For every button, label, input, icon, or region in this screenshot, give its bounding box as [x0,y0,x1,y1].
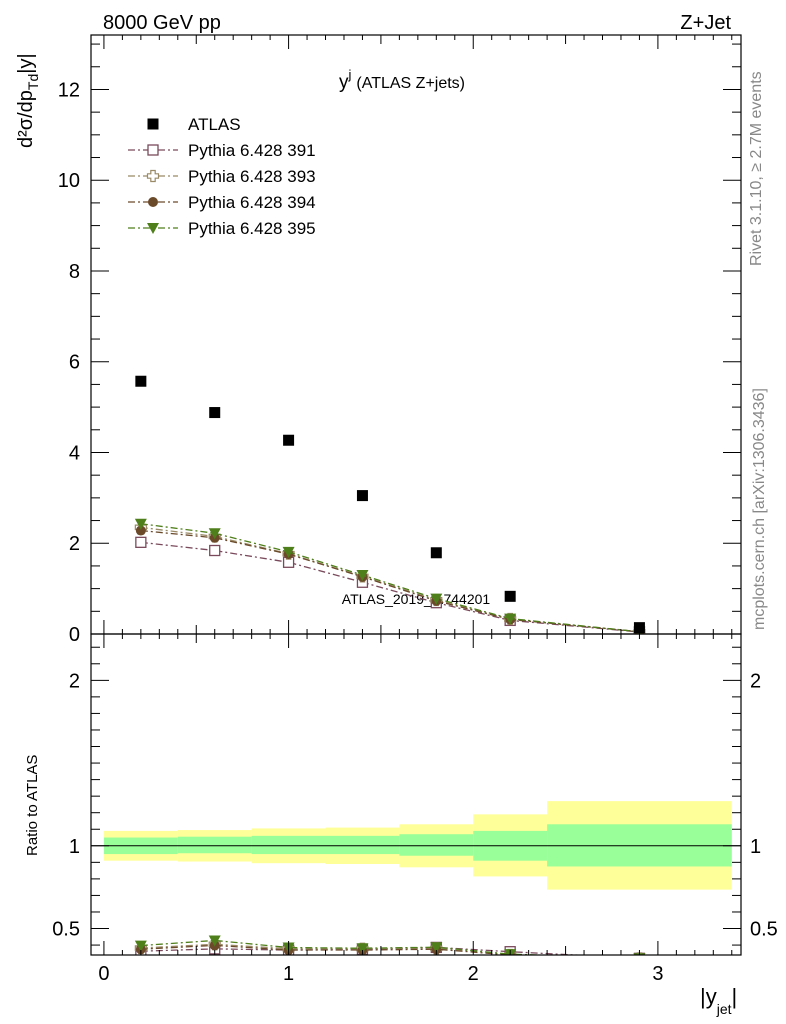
data-point-0 [135,375,147,387]
data-point-5 [504,590,516,602]
series-3-point-5 [504,613,517,625]
ratio-tick-label-left-0: 0.5 [52,919,80,941]
header-left: 8000 GeV pp [103,12,221,34]
x-axis-label: |yjet| [700,984,737,1017]
side-text-top: Rivet 3.1.10, ≥ 2.7M events [748,71,765,266]
series-3-point-4 [430,593,443,605]
data-point-2 [283,434,295,446]
legend-label-4: Pythia 6.428 395 [188,219,316,238]
ratio-tick-label-right-1: 1 [750,836,761,858]
data-point-3 [356,490,368,502]
y-axis-label-sub: Td [25,74,41,90]
y-tick-label-3: 6 [69,352,80,374]
data-point-6 [633,622,645,634]
ratio-tick-label-right-2: 2 [750,670,761,692]
y-tick-label-5: 10 [58,170,80,192]
analysis-watermark: ATLAS_2019_I1744201 [342,591,491,607]
series-line-1 [140,526,640,633]
x-tick-label-3: 3 [652,963,663,985]
side-text-bottom: mcplots.cern.ch [arXiv:1306.3436] [751,388,768,630]
data-point-1 [209,407,221,419]
series-0-point-1 [209,544,221,557]
legend-label-1: Pythia 6.428 391 [188,141,316,160]
band-inner-4 [399,834,474,856]
series-3-point-3 [356,570,369,582]
y-tick-label-6: 12 [58,79,80,101]
data-point-4 [430,547,442,559]
y-axis-label-end: |y| [15,53,37,73]
ratio-plot-series [134,935,646,955]
plot-title-sub: (ATLAS Z+jets) [356,75,465,92]
ratio-tick-label-right-0: 0.5 [750,919,778,941]
x-tick-label-2: 2 [468,963,479,985]
ratio-3-point-4 [430,942,443,954]
legend-marker-0 [147,118,159,130]
ratio-3-point-3 [356,943,369,955]
series-3-point-1 [208,528,221,540]
legend-marker-2 [146,169,160,183]
ratio-tick-label-left-1: 1 [69,836,80,858]
y-tick-label-0: 0 [69,624,80,646]
band-inner-1 [177,836,252,854]
series-3-point-2 [282,546,295,558]
legend-marker-3 [148,197,158,207]
series-3-point-0 [134,518,147,530]
ratio-plot-frame [90,633,742,956]
legend-marker-4 [147,223,159,234]
plot-title-sup: j [348,67,352,82]
plot-title: yj (ATLAS Z+jets) [339,67,465,93]
x-tick-label-0: 0 [98,963,109,985]
band-inner-3 [325,835,400,855]
legend-marker-1 [147,144,159,156]
main-plot-series [134,375,646,634]
y-tick-label-4: 8 [69,261,80,283]
ratio-3-point-1 [208,935,221,947]
legend-label-0: ATLAS [188,115,241,134]
plot-title-main: y [339,72,349,93]
x-axis-label-sub: jet [716,1001,732,1017]
ratio-tick-label-left-2: 2 [69,670,80,692]
legend-label-3: Pythia 6.428 394 [188,193,316,212]
x-tick-label-1: 1 [283,963,294,985]
series-2-point-0 [135,525,146,536]
y-axis-label: d²σ/dpTd|y| [15,53,41,148]
legend-label-2: Pythia 6.428 393 [188,167,316,186]
legend: ATLAS Pythia 6.428 391 Pythia 6.428 393 Pyt… [128,115,316,238]
y-axis-label-main: d²σ/dp [15,90,37,148]
band-inner-2 [251,835,326,855]
x-axis-label-end: | [732,984,738,1009]
header-right: Z+Jet [680,12,731,34]
y-tick-label-2: 4 [69,442,80,464]
ratio-3-point-0 [134,940,147,952]
y-tick-label-1: 2 [69,533,80,555]
ratio-y-axis-label: Ratio to ATLAS [24,755,41,856]
series-0-point-0 [135,536,147,548]
x-axis-label-main: |y [700,984,717,1009]
